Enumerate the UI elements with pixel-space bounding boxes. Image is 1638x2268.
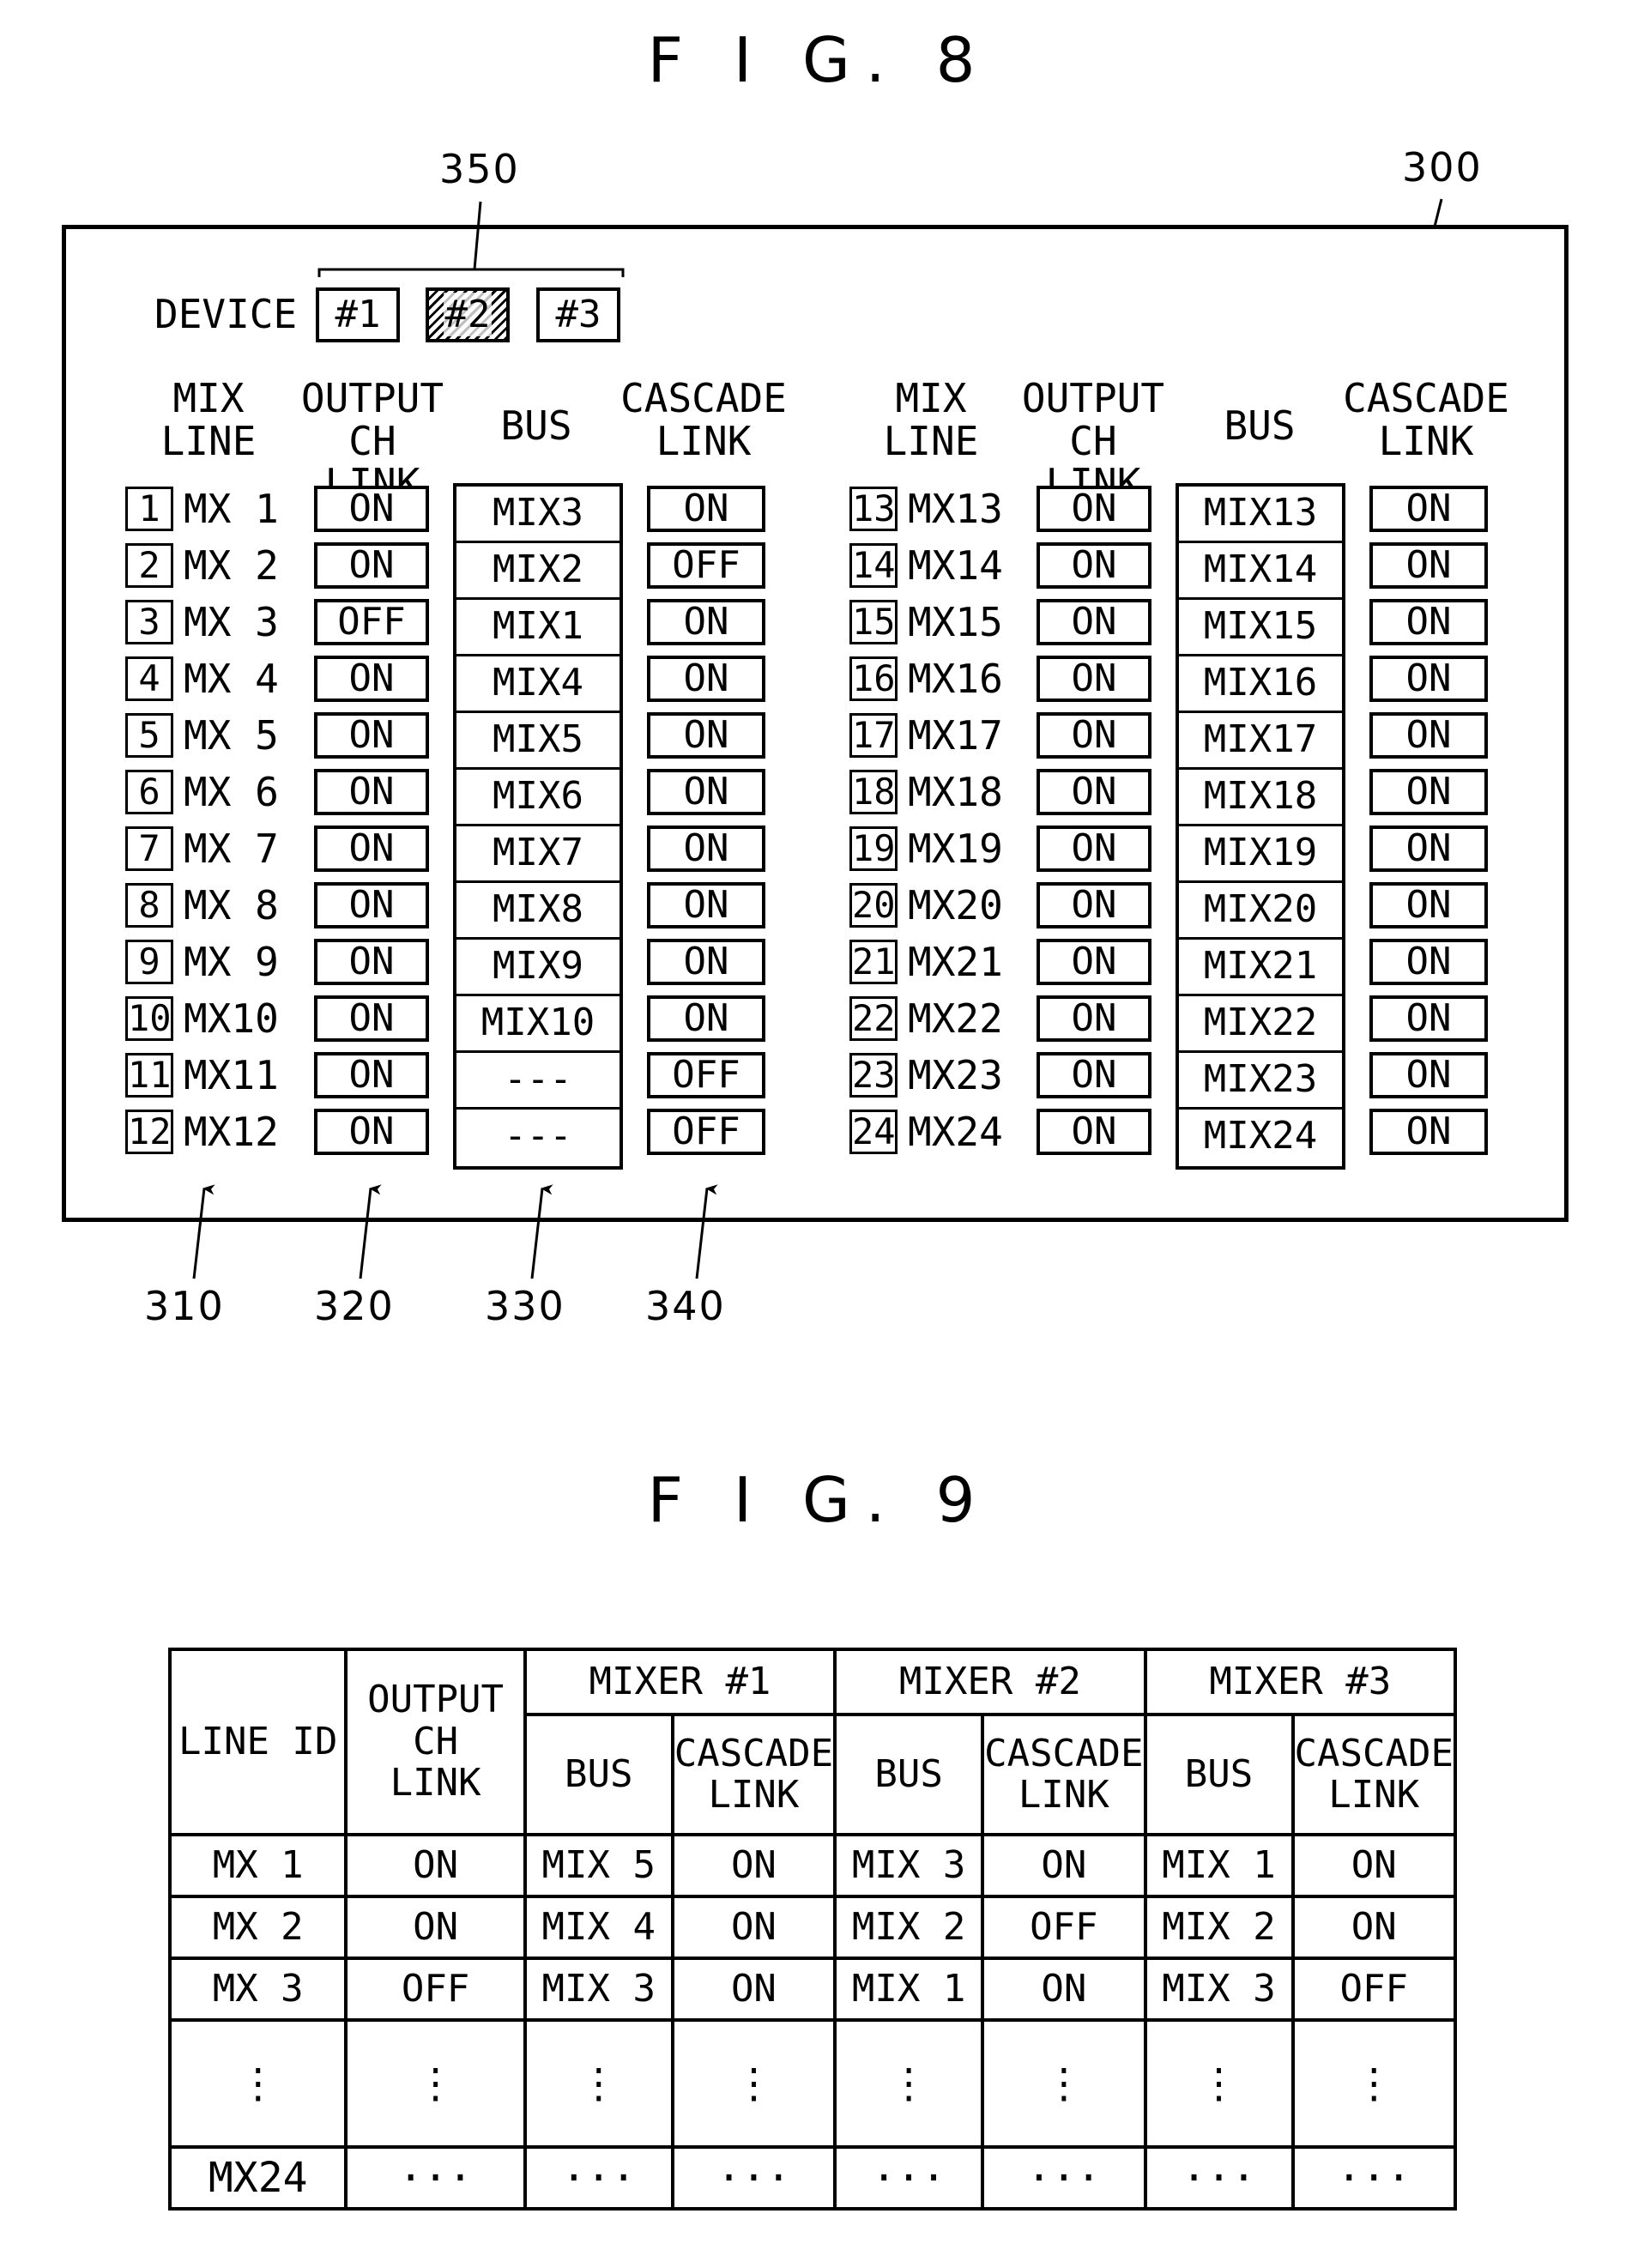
th-mixer-1: MIXER #1 bbox=[525, 1649, 835, 1715]
table-cell: MIX 4 bbox=[525, 1896, 673, 1958]
table-cell: OFF bbox=[982, 1896, 1145, 1958]
table-cell: ⋮ bbox=[673, 2020, 835, 2147]
table-cell: ⋮ bbox=[982, 2020, 1145, 2147]
table-cell: MIX 3 bbox=[525, 1958, 673, 2020]
th-cascade-1: CASCADE LINK bbox=[673, 1715, 835, 1835]
th-bus-2: BUS bbox=[835, 1715, 982, 1835]
table-row: MX 3OFFMIX 3ONMIX 1ONMIX 3OFF bbox=[170, 1958, 1455, 2020]
table-cell: MIX 1 bbox=[1145, 1835, 1293, 1896]
th-mixer-3: MIXER #3 bbox=[1145, 1649, 1455, 1715]
table-cell: ⋮ bbox=[1145, 2020, 1293, 2147]
arrow-320 bbox=[360, 1188, 371, 1279]
arrow-310 bbox=[194, 1188, 204, 1279]
th-cascade-3: CASCADE LINK bbox=[1293, 1715, 1456, 1835]
table-cell: ··· bbox=[1293, 2147, 1456, 2209]
table-cell: ⋮ bbox=[1293, 2020, 1456, 2147]
th-mixer-2: MIXER #2 bbox=[835, 1649, 1145, 1715]
device-group-bracket bbox=[319, 269, 623, 277]
table-cell: ⋮ bbox=[346, 2020, 524, 2147]
table-cell: ON bbox=[1293, 1896, 1456, 1958]
th-bus-3: BUS bbox=[1145, 1715, 1293, 1835]
table-cell: ON bbox=[346, 1896, 524, 1958]
th-cascade-2: CASCADE LINK bbox=[982, 1715, 1145, 1835]
table-cell: ··· bbox=[982, 2147, 1145, 2209]
table-cell: ON bbox=[346, 1835, 524, 1896]
table-cell: ⋮ bbox=[835, 2020, 982, 2147]
line-id-cell: MX 1 bbox=[170, 1835, 346, 1896]
table-cell: ⋮ bbox=[525, 2020, 673, 2147]
table-cell: ON bbox=[673, 1958, 835, 2020]
line-id-cell: MX 2 bbox=[170, 1896, 346, 1958]
table-cell: ··· bbox=[673, 2147, 835, 2209]
table-cell: MIX 2 bbox=[1145, 1896, 1293, 1958]
table-cell: ON bbox=[982, 1958, 1145, 2020]
line-id-cell: MX 3 bbox=[170, 1958, 346, 2020]
table-cell: ON bbox=[673, 1835, 835, 1896]
th-output-ch-link: OUTPUT CH LINK bbox=[346, 1649, 524, 1835]
leader-300 bbox=[1435, 199, 1442, 227]
table-row: MX 2ONMIX 4ONMIX 2OFFMIX 2ON bbox=[170, 1896, 1455, 1958]
th-bus-1: BUS bbox=[525, 1715, 673, 1835]
table-row: MX 1ONMIX 5ONMIX 3ONMIX 1ON bbox=[170, 1835, 1455, 1896]
table-cell: ON bbox=[982, 1835, 1145, 1896]
table-cell: MIX 3 bbox=[1145, 1958, 1293, 2020]
table-cell: MIX 1 bbox=[835, 1958, 982, 2020]
th-line-id: LINE ID bbox=[170, 1649, 346, 1835]
table-cell: MIX 2 bbox=[835, 1896, 982, 1958]
arrow-340 bbox=[697, 1188, 707, 1279]
table-cell: OFF bbox=[346, 1958, 524, 2020]
line-id-cell: ⋮ bbox=[170, 2020, 346, 2147]
table-cell: ··· bbox=[1145, 2147, 1293, 2209]
mixer-settings-table: LINE ID OUTPUT CH LINK MIXER #1 MIXER #2… bbox=[168, 1648, 1457, 2211]
table-cell: ON bbox=[1293, 1835, 1456, 1896]
table-row: ⋮⋮⋮⋮⋮⋮⋮⋮ bbox=[170, 2020, 1455, 2147]
table-cell: OFF bbox=[1293, 1958, 1456, 2020]
table-row: MX24····················· bbox=[170, 2147, 1455, 2209]
table-cell: ··· bbox=[525, 2147, 673, 2209]
table-cell: ON bbox=[673, 1896, 835, 1958]
table-cell: MIX 5 bbox=[525, 1835, 673, 1896]
line-id-cell: MX24 bbox=[170, 2147, 346, 2209]
leader-350 bbox=[474, 202, 481, 269]
arrow-330 bbox=[532, 1188, 542, 1279]
fig9-title: F I G. 9 bbox=[0, 1464, 1638, 1536]
table-cell: MIX 3 bbox=[835, 1835, 982, 1896]
table-cell: ··· bbox=[835, 2147, 982, 2209]
table-cell: ··· bbox=[346, 2147, 524, 2209]
